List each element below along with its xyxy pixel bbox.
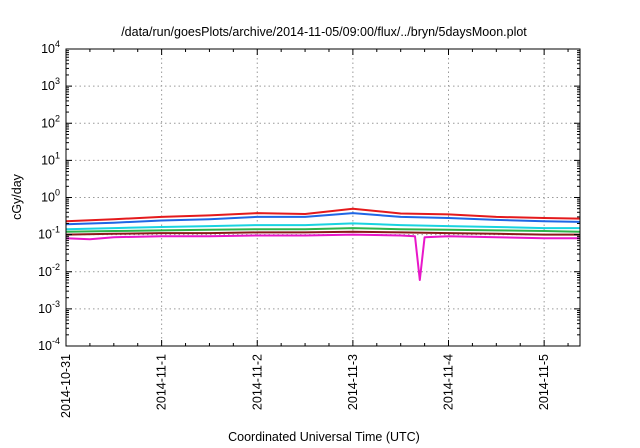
y-tick-label: 10-2 [38,262,60,279]
y-axis-label: cGy/day [10,173,24,220]
x-tick-label: 2014-11-1 [155,354,169,410]
series-line-5 [65,230,580,236]
chart-title: /data/run/goesPlots/archive/2014-11-05/0… [121,25,527,39]
series-group [65,207,581,281]
y-tick-label: 10-4 [38,336,60,353]
y-tick-label: 103 [41,76,60,93]
y-tick-label: 10-3 [38,299,60,316]
series-line-6 [65,233,580,281]
grid [66,49,580,346]
x-tick-label: 2014-11-2 [250,354,264,410]
x-axis-label: Coordinated Universal Time (UTC) [228,430,420,444]
y-tick-label: 104 [41,39,60,56]
series-line-4 [65,227,581,233]
series-line-3 [65,222,580,231]
x-axis: 2014-10-31 2014-11-1 2014-11-2 2014-11-3 201… [59,49,569,418]
y-tick-label: 102 [41,113,60,130]
x-tick-label: 2014-11-5 [537,354,551,410]
y-axis: 10-4 10-3 10-2 10-1 100 101 102 103 104 [38,39,580,353]
x-tick-label: 2014-11-4 [442,354,456,410]
series-line-2 [65,212,581,226]
x-tick-label: 2014-11-3 [346,354,360,410]
y-tick-label: 100 [41,188,60,205]
x-tick-label: 2014-10-31 [59,354,73,418]
y-tick-label: 101 [41,150,60,167]
series-line-1 [65,207,581,223]
y-tick-label: 10-1 [38,225,60,242]
